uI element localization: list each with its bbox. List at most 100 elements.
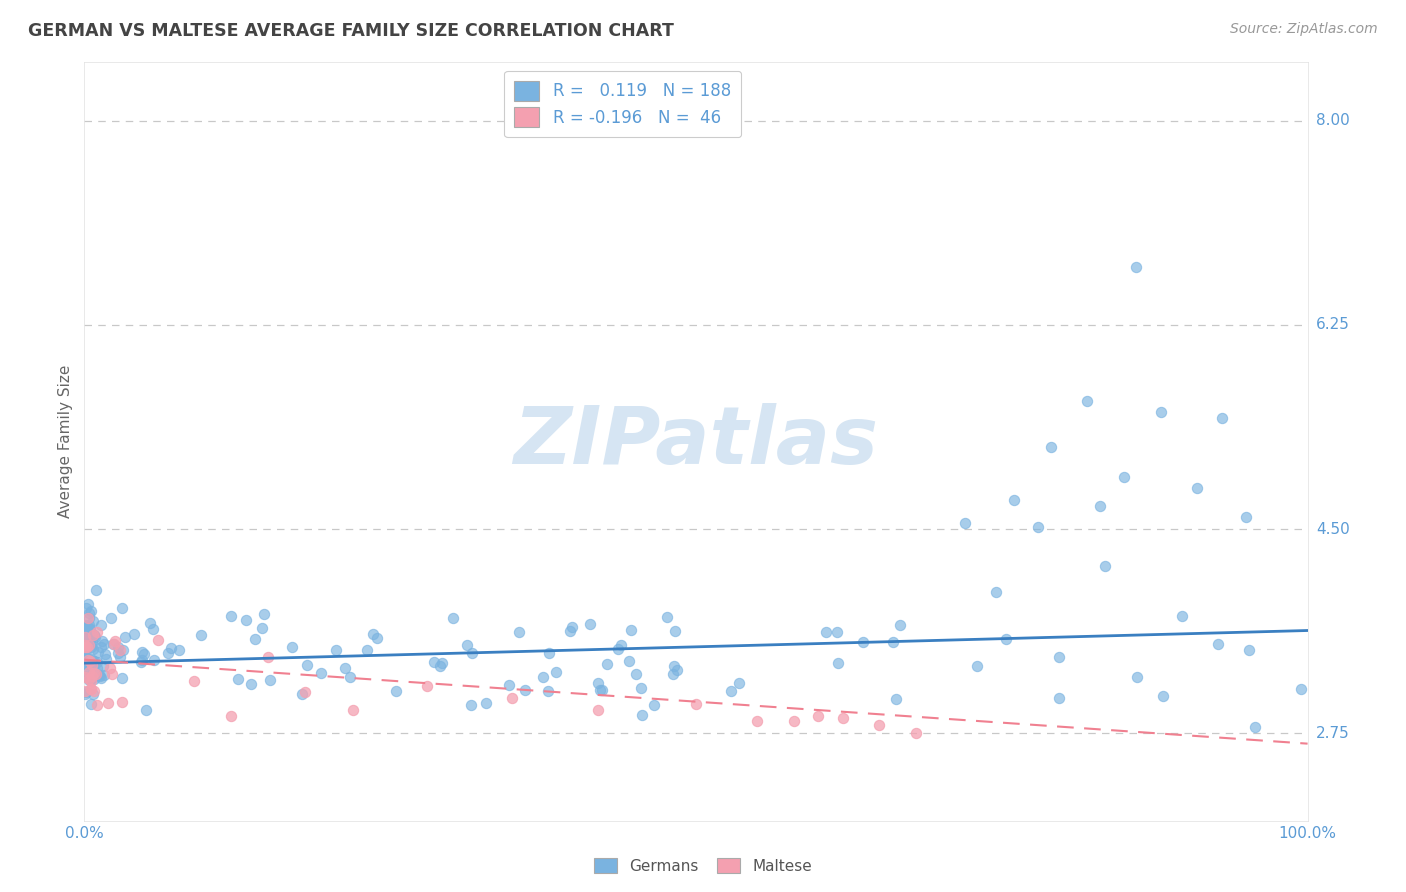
Point xyxy=(73,641,96,656)
Point xyxy=(108,650,131,665)
Point xyxy=(76,640,98,654)
Point xyxy=(83,673,105,687)
Point xyxy=(75,638,97,652)
Point xyxy=(356,642,378,657)
Point xyxy=(595,657,617,671)
Point xyxy=(560,624,582,639)
Point xyxy=(90,633,112,648)
Point xyxy=(325,643,347,657)
Point xyxy=(73,669,96,683)
Point xyxy=(281,640,304,654)
Point xyxy=(1171,609,1194,624)
Point xyxy=(82,628,104,642)
Point xyxy=(80,637,103,651)
Point xyxy=(73,664,96,678)
Point xyxy=(1187,481,1209,495)
Point xyxy=(183,673,205,688)
Point xyxy=(1114,469,1136,483)
Point xyxy=(83,628,105,642)
Point xyxy=(75,641,97,656)
Point xyxy=(111,695,134,709)
Point xyxy=(76,619,98,633)
Point xyxy=(101,667,124,681)
Point xyxy=(664,624,686,638)
Point xyxy=(579,616,602,631)
Point xyxy=(335,661,357,675)
Point xyxy=(129,655,152,669)
Point xyxy=(82,635,104,649)
Point xyxy=(77,653,100,667)
Point xyxy=(889,618,911,632)
Point xyxy=(366,631,388,645)
Point xyxy=(77,618,100,632)
Point xyxy=(75,640,97,654)
Point xyxy=(1211,411,1233,425)
Point xyxy=(86,698,108,713)
Point xyxy=(114,630,136,644)
Point xyxy=(79,656,101,670)
Point xyxy=(86,661,108,675)
Text: ZIPatlas: ZIPatlas xyxy=(513,402,879,481)
Point xyxy=(87,645,110,659)
Point xyxy=(89,669,111,683)
Point xyxy=(984,584,1007,599)
Point xyxy=(79,669,101,683)
Point xyxy=(253,607,276,622)
Point xyxy=(73,621,96,635)
Point xyxy=(588,675,610,690)
Legend: Germans, Maltese: Germans, Maltese xyxy=(588,852,818,880)
Point xyxy=(747,714,769,729)
Point xyxy=(1088,499,1111,513)
Point xyxy=(630,681,652,695)
Point xyxy=(143,653,166,667)
Point xyxy=(815,625,838,640)
Point xyxy=(537,646,560,660)
Point xyxy=(146,632,169,647)
Point xyxy=(475,696,498,710)
Point xyxy=(73,657,96,672)
Point xyxy=(685,697,707,711)
Point xyxy=(243,632,266,646)
Point xyxy=(561,620,583,634)
Point xyxy=(82,614,104,628)
Point xyxy=(953,516,976,531)
Point xyxy=(297,658,319,673)
Point xyxy=(101,637,124,651)
Point xyxy=(135,703,157,717)
Point xyxy=(103,637,125,651)
Point xyxy=(80,674,103,689)
Point xyxy=(86,624,108,639)
Point xyxy=(588,683,610,698)
Point xyxy=(73,625,96,640)
Point xyxy=(80,629,103,643)
Point xyxy=(75,652,97,666)
Point xyxy=(82,642,104,657)
Point xyxy=(79,622,101,636)
Point xyxy=(619,654,641,668)
Point xyxy=(76,636,98,650)
Point xyxy=(157,646,180,660)
Point xyxy=(79,672,101,686)
Point xyxy=(73,654,96,668)
Point xyxy=(385,683,408,698)
Point xyxy=(90,671,112,685)
Legend: R =   0.119   N = 188, R = -0.196   N =  46: R = 0.119 N = 188, R = -0.196 N = 46 xyxy=(505,70,741,137)
Point xyxy=(73,626,96,640)
Point xyxy=(252,621,274,635)
Point xyxy=(94,648,117,662)
Point xyxy=(498,678,520,692)
Point xyxy=(825,625,848,640)
Point xyxy=(1152,689,1174,703)
Point xyxy=(73,636,96,650)
Point xyxy=(90,640,112,654)
Point xyxy=(111,601,134,615)
Point xyxy=(87,668,110,682)
Point xyxy=(1150,405,1173,419)
Point xyxy=(294,685,316,699)
Point xyxy=(994,632,1017,646)
Point xyxy=(76,628,98,642)
Point xyxy=(75,601,97,615)
Text: Source: ZipAtlas.com: Source: ZipAtlas.com xyxy=(1230,22,1378,37)
Point xyxy=(100,610,122,624)
Point xyxy=(1028,519,1050,533)
